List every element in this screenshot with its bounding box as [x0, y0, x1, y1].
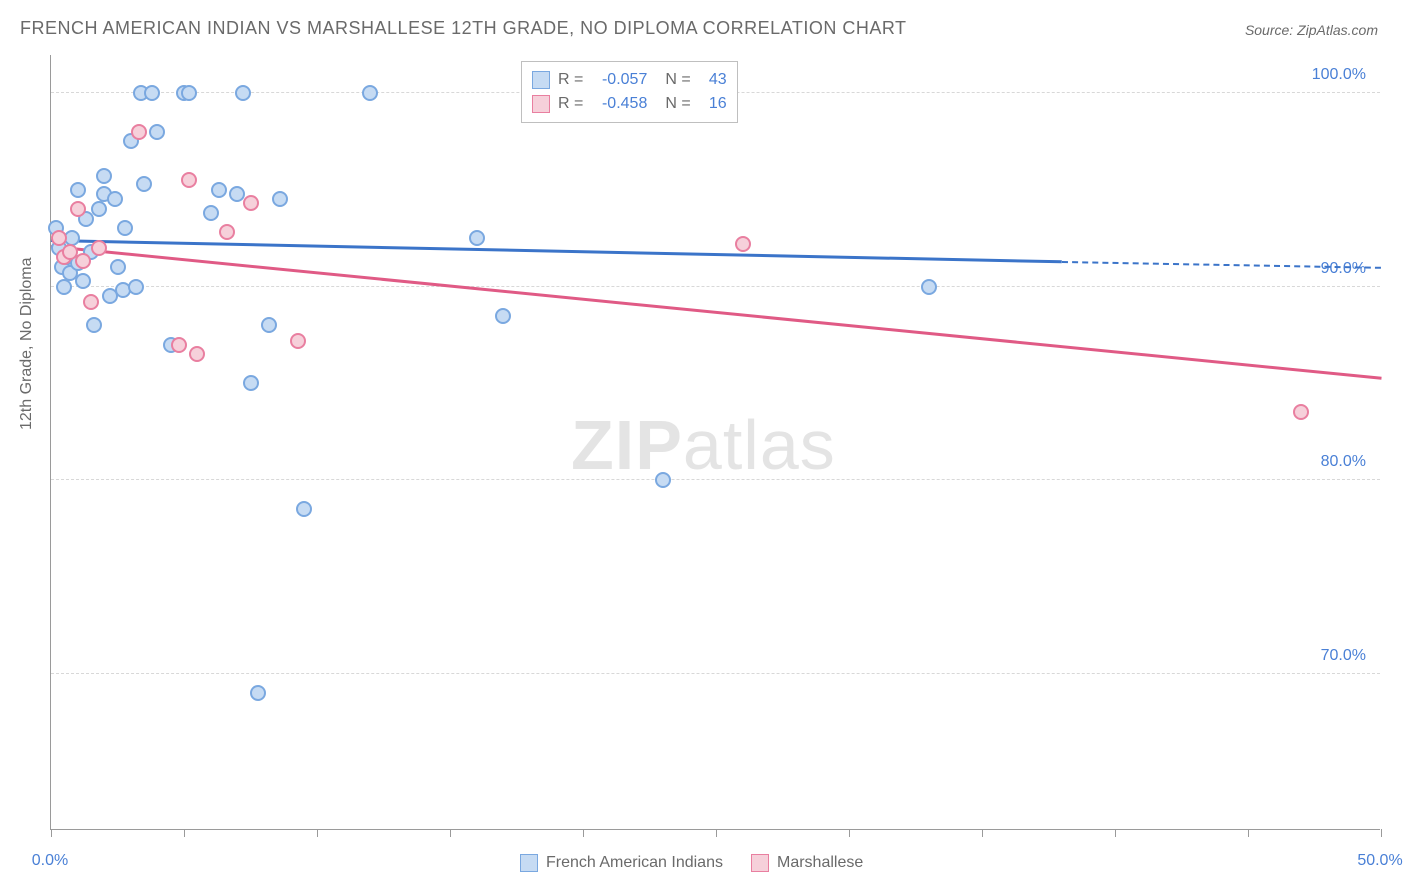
y-axis-label: 12th Grade, No Diploma: [18, 257, 36, 430]
data-point: [86, 317, 102, 333]
data-point: [117, 220, 133, 236]
data-point: [1293, 404, 1309, 420]
legend-label: Marshallese: [777, 854, 863, 872]
data-point: [189, 346, 205, 362]
data-point: [921, 279, 937, 295]
r-label: R =: [558, 71, 583, 89]
x-tick: [849, 829, 850, 837]
n-value: 16: [699, 95, 727, 113]
n-value: 43: [699, 71, 727, 89]
data-point: [107, 191, 123, 207]
legend-label: French American Indians: [546, 854, 723, 872]
data-point: [243, 195, 259, 211]
data-point: [51, 230, 67, 246]
x-tick: [982, 829, 983, 837]
data-point: [75, 273, 91, 289]
data-point: [495, 308, 511, 324]
legend-swatch: [751, 854, 769, 872]
chart-title: FRENCH AMERICAN INDIAN VS MARSHALLESE 12…: [20, 18, 907, 39]
x-min-label: 0.0%: [32, 852, 68, 870]
x-tick: [1381, 829, 1382, 837]
data-point: [250, 685, 266, 701]
data-point: [296, 501, 312, 517]
x-tick: [51, 829, 52, 837]
data-point: [91, 240, 107, 256]
x-tick: [184, 829, 185, 837]
watermark: ZIPatlas: [571, 405, 836, 485]
data-point: [655, 472, 671, 488]
data-point: [181, 85, 197, 101]
x-max-label: 50.0%: [1357, 852, 1402, 870]
n-label: N =: [665, 95, 690, 113]
stats-row: R = -0.057 N = 43: [532, 68, 727, 92]
data-point: [136, 176, 152, 192]
x-tick: [317, 829, 318, 837]
data-point: [219, 224, 235, 240]
y-tick-label: 80.0%: [1321, 453, 1366, 471]
legend-item: Marshallese: [751, 854, 863, 872]
stats-row: R = -0.458 N = 16: [532, 92, 727, 116]
data-point: [128, 279, 144, 295]
stats-legend: R = -0.057 N = 43 R = -0.458 N = 16: [521, 61, 738, 123]
r-value: -0.458: [591, 95, 647, 113]
legend-bottom: French American Indians Marshallese: [520, 854, 863, 872]
x-tick: [716, 829, 717, 837]
data-point: [735, 236, 751, 252]
data-point: [149, 124, 165, 140]
data-point: [211, 182, 227, 198]
r-label: R =: [558, 95, 583, 113]
legend-swatch: [520, 854, 538, 872]
r-value: -0.057: [591, 71, 647, 89]
gridline: [51, 479, 1380, 480]
data-point: [181, 172, 197, 188]
data-point: [272, 191, 288, 207]
x-tick: [583, 829, 584, 837]
data-point: [75, 253, 91, 269]
gridline: [51, 673, 1380, 674]
x-tick: [450, 829, 451, 837]
data-point: [83, 294, 99, 310]
x-tick: [1248, 829, 1249, 837]
data-point: [131, 124, 147, 140]
data-point: [235, 85, 251, 101]
y-tick-label: 70.0%: [1321, 647, 1366, 665]
data-point: [261, 317, 277, 333]
legend-swatch: [532, 71, 550, 89]
data-point: [70, 182, 86, 198]
legend-swatch: [532, 95, 550, 113]
gridline: [51, 286, 1380, 287]
n-label: N =: [665, 71, 690, 89]
data-point: [91, 201, 107, 217]
data-point: [203, 205, 219, 221]
data-point: [290, 333, 306, 349]
x-tick: [1115, 829, 1116, 837]
data-point: [70, 201, 86, 217]
data-point: [243, 375, 259, 391]
source-label: Source: ZipAtlas.com: [1245, 22, 1378, 38]
y-tick-label: 90.0%: [1321, 260, 1366, 278]
watermark-atlas: atlas: [683, 406, 836, 484]
scatter-plot: ZIPatlas 70.0% 80.0% 90.0% 100.0% R = -0.057 N…: [50, 55, 1380, 830]
data-point: [362, 85, 378, 101]
y-tick-label: 100.0%: [1312, 66, 1366, 84]
data-point: [110, 259, 126, 275]
data-point: [144, 85, 160, 101]
legend-item: French American Indians: [520, 854, 723, 872]
data-point: [96, 168, 112, 184]
data-point: [171, 337, 187, 353]
data-point: [469, 230, 485, 246]
